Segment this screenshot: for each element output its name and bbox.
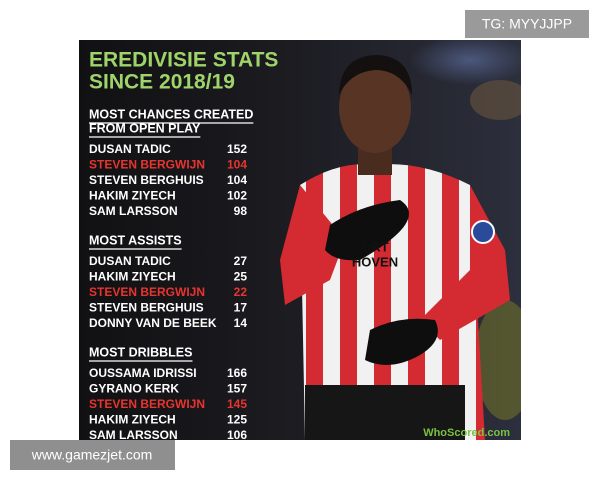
logo: WhoScored.com [423,427,510,439]
stat-value: 152 [227,142,247,156]
player-name: DUSAN TADIC [89,142,171,156]
watermark-top: TG: MYYJJPP [482,16,572,32]
stat-value: 125 [227,412,247,426]
player-name: GYRANO KERK [89,382,179,396]
stat-value: 102 [227,188,247,202]
stat-value: 25 [234,270,248,284]
title: SINCE 2018/19 [89,71,235,94]
watermark-box [10,440,175,470]
section-heading: MOST ASSISTS [89,233,182,247]
player-name: HAKIM ZIYECH [89,188,176,202]
title: EREDIVISIE STATS [89,49,278,72]
player-name: STEVEN BERGWIJN [89,285,205,299]
stat-value: 22 [234,285,248,299]
watermark-bottom: www.gamezjet.com [31,447,153,463]
stat-value: 166 [227,366,247,380]
stat-value: 145 [227,397,247,411]
stat-value: 17 [234,300,248,314]
stat-value: 104 [227,173,247,187]
player-name: STEVEN BERGWIJN [89,397,205,411]
stat-value: 14 [234,316,248,330]
player-name: DUSAN TADIC [89,254,171,268]
player-name: STEVEN BERGWIJN [89,158,205,172]
svg-text:HOVEN: HOVEN [352,254,398,269]
stat-value: 157 [227,382,247,396]
player-name: SAM LARSSON [89,204,178,218]
player-name: STEVEN BERGHUIS [89,300,204,314]
player-name: DONNY VAN DE BEEK [89,316,217,330]
player-name: HAKIM ZIYECH [89,270,176,284]
svg-text:ORT: ORT [361,239,389,254]
stat-value: 98 [234,204,248,218]
section-heading: MOST CHANCES CREATED [89,107,253,121]
player-name: HAKIM ZIYECH [89,412,176,426]
stat-value: 27 [234,254,248,268]
player-name: OUSSAMA IDRISSI [89,366,197,380]
section-heading: MOST DRIBBLES [89,345,192,359]
stat-value: 106 [227,428,247,442]
photo: ORT HOVEN [79,40,521,440]
player-name: SAM LARSSON [89,428,178,442]
watermark-box [465,10,589,38]
section-heading: FROM OPEN PLAY [89,121,201,135]
player-name: STEVEN BERGHUIS [89,173,204,187]
stat-value: 104 [227,158,247,172]
